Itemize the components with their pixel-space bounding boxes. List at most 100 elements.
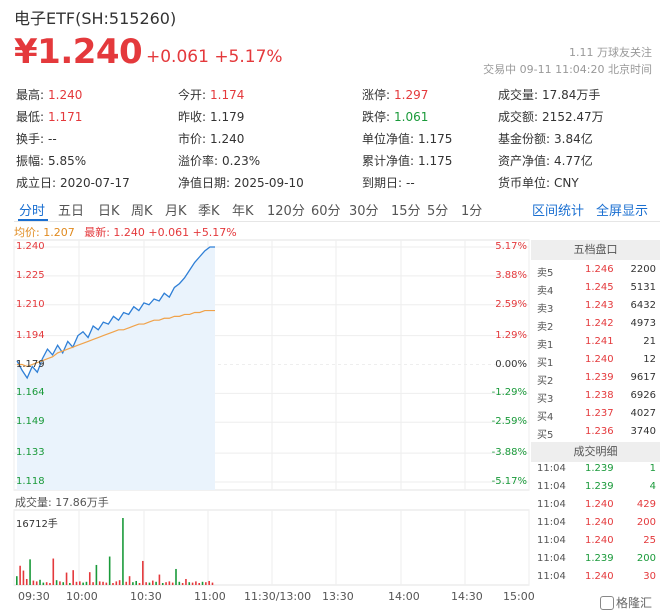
quote-value: 0.23% — [222, 154, 261, 168]
volume-bar — [161, 582, 164, 585]
row-label: 卖1 — [537, 340, 554, 351]
current-price: ¥1.240 — [14, 32, 143, 72]
tab-6[interactable]: 年K — [232, 204, 254, 219]
volume-bar — [171, 582, 174, 585]
tab-7[interactable]: 120分 — [267, 204, 305, 219]
quote-value: 1.061 — [394, 110, 429, 124]
x-tick-label: 10:30 — [130, 590, 162, 603]
ask-row: 卖5 1.246 2200 — [531, 261, 656, 279]
row-price: 1.240 — [585, 354, 614, 365]
volume-bar — [181, 582, 184, 585]
quote-value: CNY — [554, 176, 579, 190]
quote-field: 涨停: 1.297 — [362, 86, 428, 103]
row-price: 1.239 — [585, 372, 614, 383]
quote-field: 货币单位: CNY — [498, 174, 579, 191]
x-tick-label: 11:00 — [194, 590, 226, 603]
tab-9[interactable]: 30分 — [349, 204, 379, 219]
y-tick-label: 1.133 — [16, 447, 45, 459]
logo-icon — [599, 596, 614, 610]
trade-row: 11:04 1.240 25 — [531, 532, 656, 550]
quote-key: 到期日: — [362, 176, 403, 190]
quote-field: 成交量: 17.84万手 — [498, 86, 600, 103]
quote-key: 成交量: — [498, 88, 539, 102]
range-stats-button[interactable]: 区间统计 — [532, 204, 585, 219]
trades-title: 成交明细 — [531, 442, 660, 462]
y-tick-label: 1.225 — [16, 269, 45, 281]
quote-field: 跌停: 1.061 — [362, 108, 428, 125]
volume-bar — [191, 582, 194, 585]
price-line — [16, 246, 215, 380]
volume-bar — [108, 556, 111, 585]
quote-value: 4.77亿 — [554, 154, 593, 168]
tab-8[interactable]: 60分 — [311, 204, 341, 219]
row-label: 卖5 — [537, 268, 554, 279]
tab-10[interactable]: 15分 — [391, 204, 421, 219]
row-price: 1.240 — [585, 517, 614, 528]
row-volume: 21 — [643, 336, 656, 347]
quote-field: 成立日: 2020-07-17 — [16, 174, 130, 191]
row-price: 1.238 — [585, 390, 614, 401]
row-price: 1.240 — [585, 535, 614, 546]
quote-value: 1.171 — [48, 110, 83, 124]
row-label: 11:04 — [537, 517, 566, 528]
quote-value: 1.240 — [210, 132, 245, 146]
volume-bar — [105, 582, 108, 585]
quote-field: 溢价率: 0.23% — [178, 152, 260, 169]
row-label: 11:04 — [537, 481, 566, 492]
row-volume: 6926 — [630, 390, 656, 401]
volume-bar — [49, 582, 51, 585]
tab-2[interactable]: 日K — [98, 204, 120, 219]
quote-key: 市价: — [178, 132, 207, 146]
quote-value: 1.175 — [418, 154, 453, 168]
chart-legend: 均价: 1.207 最新: 1.240 +0.061 +5.17% — [14, 224, 237, 240]
quote-key: 净值日期: — [178, 176, 231, 190]
quote-key: 涨停: — [362, 88, 391, 102]
y-tick-label: 1.194 — [16, 329, 45, 341]
volume-bar — [138, 582, 141, 585]
tab-4[interactable]: 月K — [165, 204, 187, 219]
tab-5[interactable]: 季K — [198, 204, 220, 219]
follower-count[interactable]: 1.11 万球友关注 — [569, 46, 652, 59]
tab-3[interactable]: 周K — [131, 204, 153, 219]
ask-row: 卖3 1.243 6432 — [531, 297, 656, 315]
pct-tick-label: 1.29% — [495, 329, 527, 341]
bid-row: 买5 1.236 3740 — [531, 423, 656, 441]
quote-key: 换手: — [16, 132, 45, 146]
tab-1[interactable]: 五日 — [58, 204, 85, 219]
quote-key: 昨收: — [178, 110, 207, 124]
row-label: 11:04 — [537, 463, 566, 474]
tab-12[interactable]: 1分 — [461, 204, 483, 219]
trade-row: 11:04 1.240 429 — [531, 496, 656, 514]
quote-value: 1.175 — [418, 132, 453, 146]
row-volume: 30 — [643, 571, 656, 582]
quote-key: 溢价率: — [178, 154, 219, 168]
price-area — [17, 247, 215, 490]
volume-bar — [122, 518, 124, 585]
quote-value: 3.84亿 — [554, 132, 593, 146]
row-volume: 4027 — [630, 408, 656, 419]
x-tick-label: 13:30 — [322, 590, 354, 603]
row-price: 1.237 — [585, 408, 614, 419]
ask-row: 卖4 1.245 5131 — [531, 279, 656, 297]
quote-value: 1.174 — [210, 88, 245, 102]
volume-bar — [85, 581, 88, 585]
quote-field: 净值日期: 2025-09-10 — [178, 174, 304, 191]
tab-11[interactable]: 5分 — [427, 204, 449, 219]
row-price: 1.240 — [585, 499, 614, 510]
x-tick-label: 14:30 — [451, 590, 483, 603]
row-price: 1.243 — [585, 300, 614, 311]
quote-key: 今开: — [178, 88, 207, 102]
quote-value: 1.240 — [48, 88, 83, 102]
quote-value: 2152.47万 — [542, 110, 604, 124]
tab-0[interactable]: 分时 — [19, 204, 46, 219]
period-tabs: 分时 五日 日K 周K 月K 季K 年K 120分 60分 30分 15分 5分 1分 区间统计 全屏显示 — [14, 198, 660, 222]
volume-bar — [208, 580, 210, 585]
pct-tick-label: 0.00% — [495, 358, 527, 370]
volume-bar — [92, 582, 94, 585]
page-title: 电子ETF(SH:515260) — [14, 9, 177, 28]
quote-field: 单位净值: 1.175 — [362, 130, 452, 147]
trade-row: 11:04 1.240 30 — [531, 568, 656, 586]
quote-value: -- — [406, 176, 415, 190]
fullscreen-button[interactable]: 全屏显示 — [596, 204, 649, 219]
